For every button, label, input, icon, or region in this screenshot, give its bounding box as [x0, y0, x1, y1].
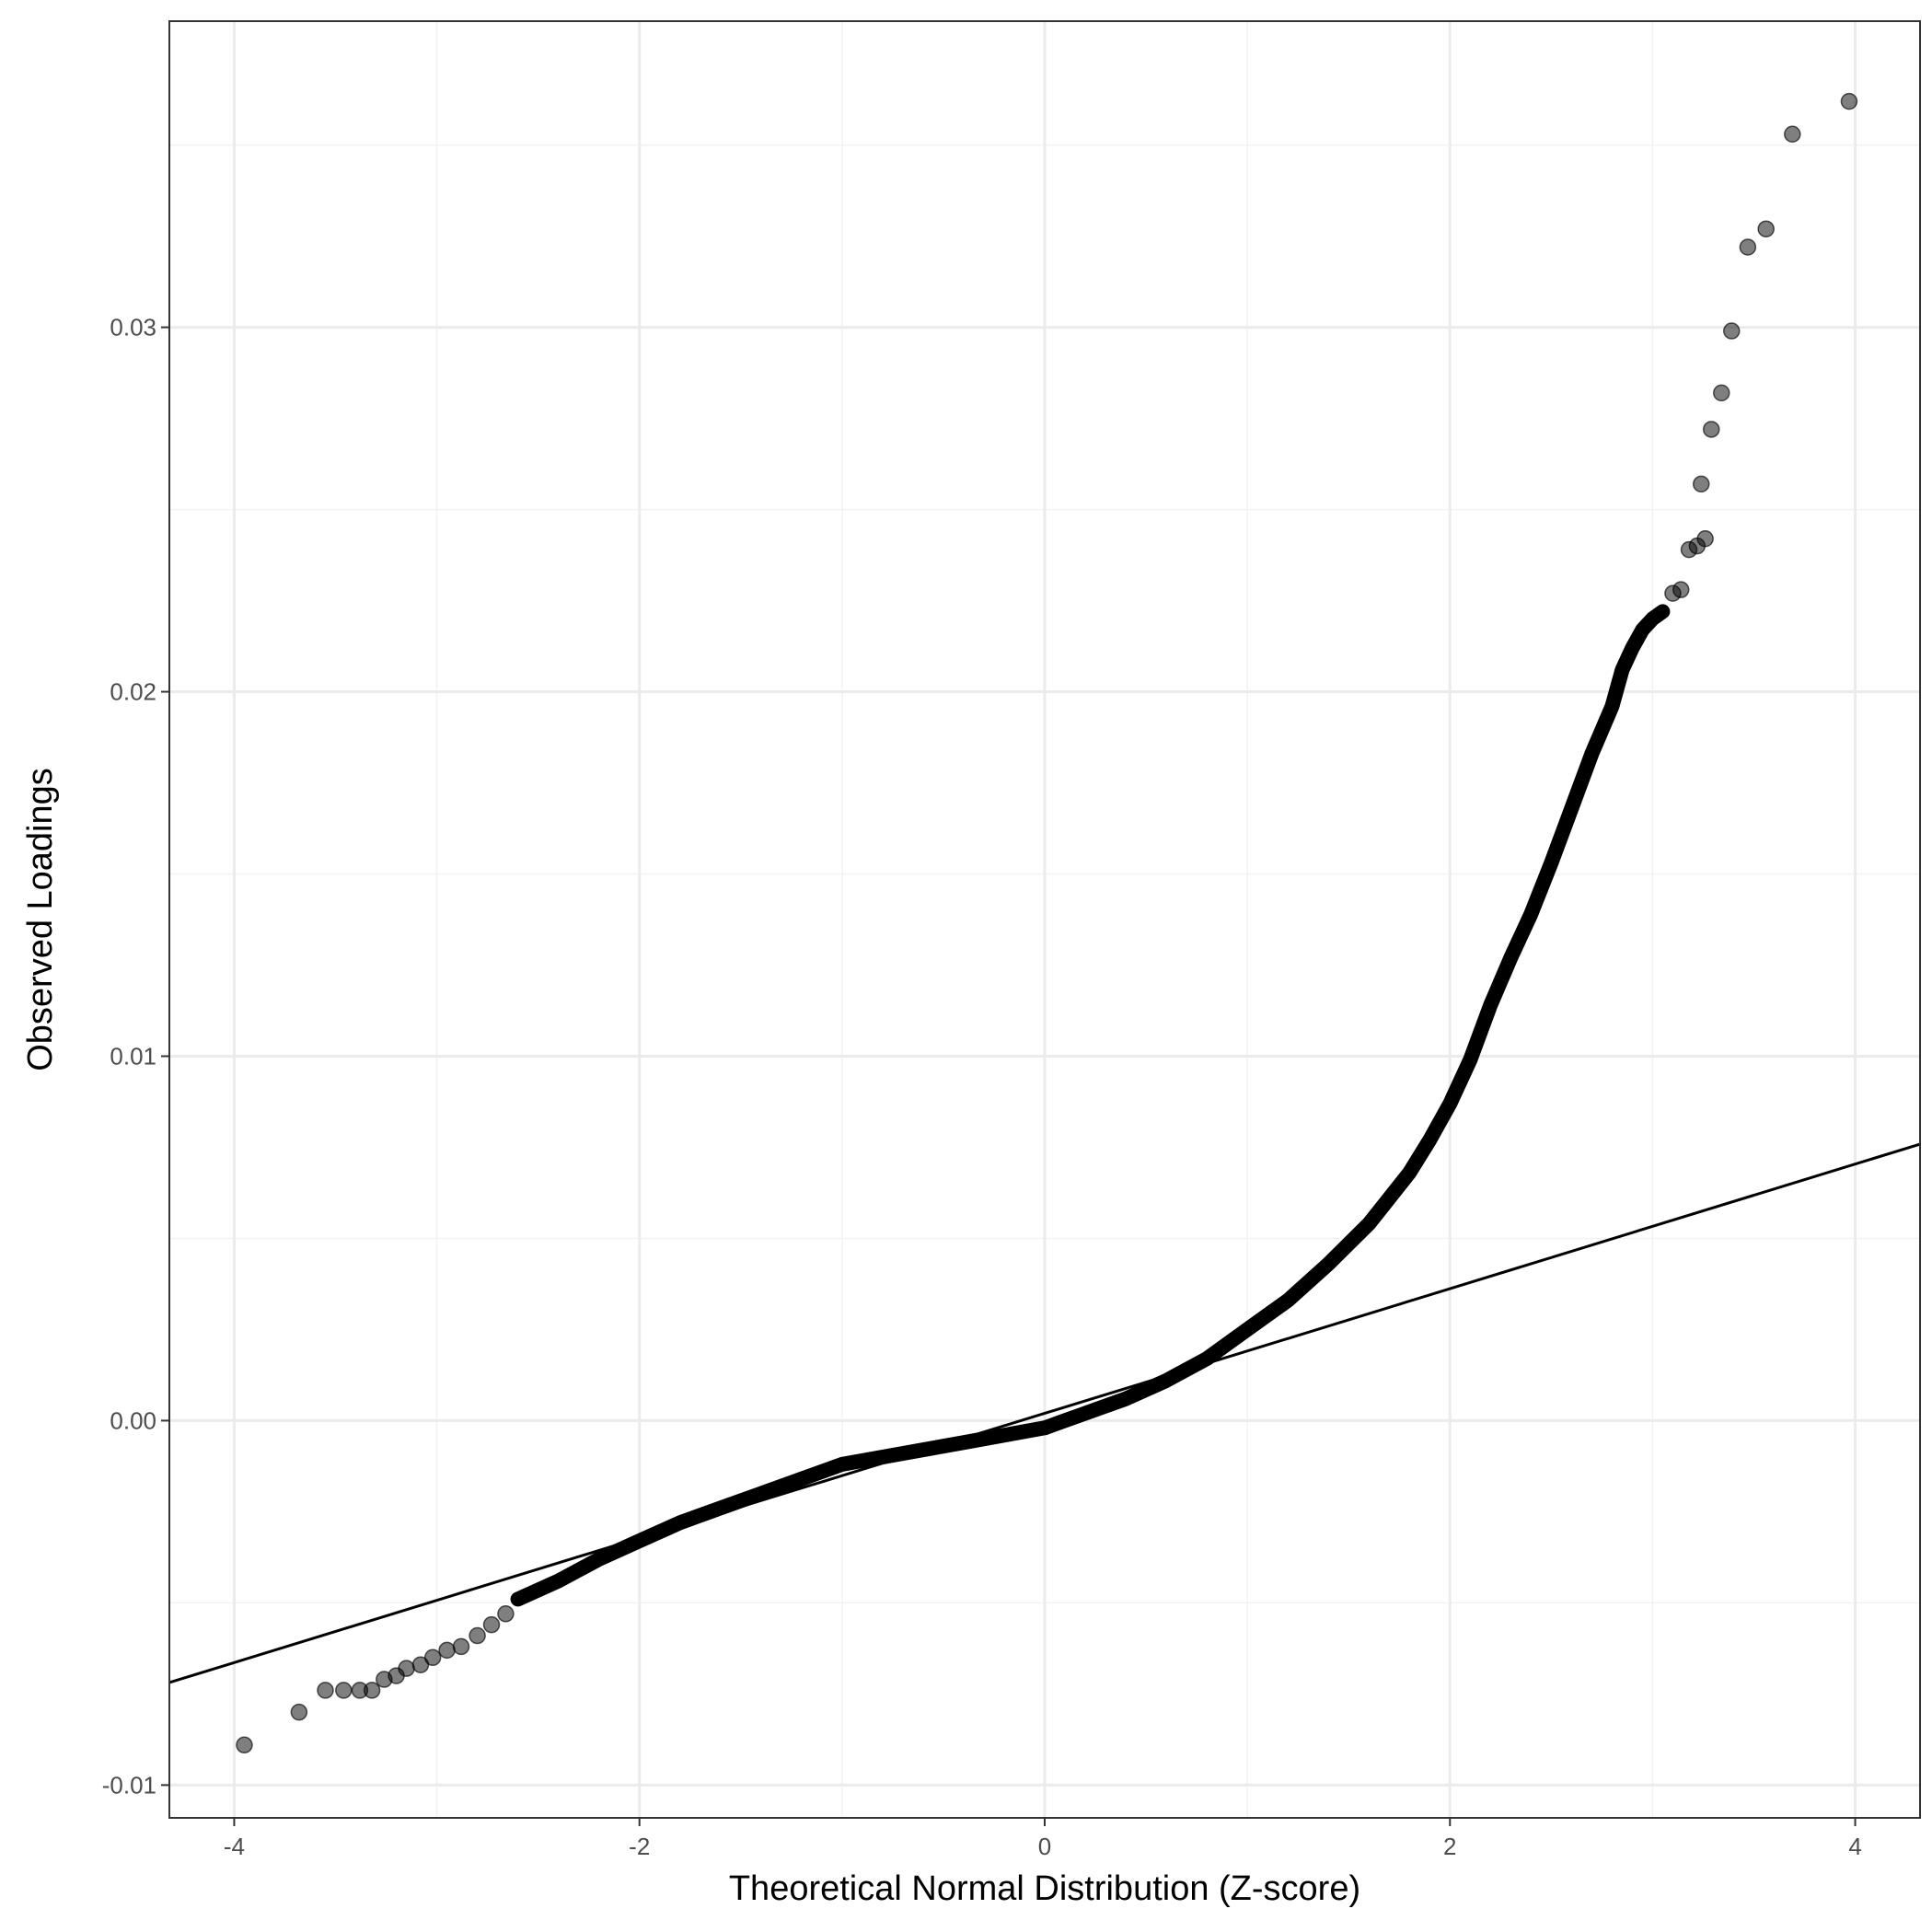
data-point	[363, 1682, 381, 1699]
x-axis-ticks: -4 -2 0 2 4	[224, 1818, 1862, 1860]
qq-reference-line	[168, 1142, 1921, 1684]
x-tick-label: 4	[1848, 1833, 1861, 1860]
data-point	[497, 1605, 515, 1623]
y-tick-label: -0.01	[102, 1771, 156, 1799]
dense-points-curve	[510, 604, 1671, 1607]
y-tick-label: 0.03	[110, 314, 156, 341]
major-gridlines	[169, 21, 1920, 1818]
data-point	[236, 1736, 253, 1754]
data-point	[1840, 92, 1858, 110]
data-point	[1739, 238, 1757, 256]
y-tick-label: 0.01	[110, 1042, 156, 1070]
reference-line-layer	[168, 1142, 1921, 1684]
y-axis-title: Observed Loadings	[21, 768, 60, 1071]
data-points	[236, 92, 1858, 1754]
data-point	[1757, 220, 1775, 237]
data-point	[438, 1641, 456, 1660]
x-tick-label: 2	[1443, 1833, 1456, 1860]
data-point	[317, 1682, 334, 1699]
x-axis-title: Theoretical Normal Distribution (Z-score…	[729, 1869, 1360, 1908]
data-point	[1713, 384, 1730, 402]
data-point	[1703, 421, 1720, 438]
data-point	[1693, 475, 1710, 493]
data-point	[469, 1626, 486, 1645]
x-tick-label: -4	[224, 1833, 245, 1860]
data-point	[452, 1637, 470, 1656]
data-point	[290, 1703, 308, 1721]
y-axis-ticks: -0.01 0.00 0.01 0.02 0.03	[102, 314, 169, 1799]
y-tick-label: 0.02	[110, 678, 156, 706]
data-point	[1723, 322, 1741, 340]
x-tick-label: -2	[629, 1833, 650, 1860]
data-point	[1672, 581, 1690, 598]
y-tick-label: 0.00	[110, 1406, 156, 1434]
data-point	[398, 1660, 415, 1677]
data-point	[423, 1649, 442, 1667]
data-point	[1696, 529, 1714, 548]
x-tick-label: 0	[1038, 1833, 1051, 1860]
dense-point-band	[510, 604, 1671, 1607]
data-point	[1784, 125, 1801, 143]
data-point	[482, 1615, 501, 1634]
data-point	[335, 1682, 353, 1699]
